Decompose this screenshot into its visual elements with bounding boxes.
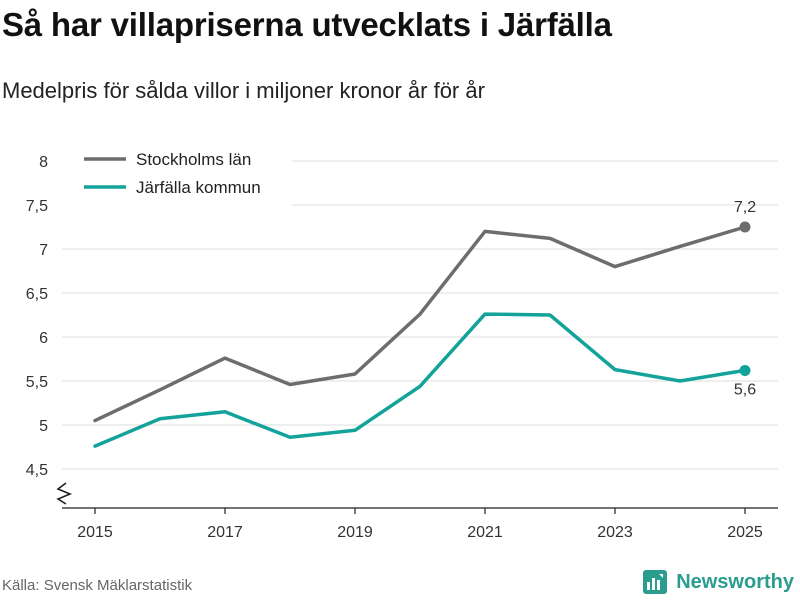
y-tick-label: 6 xyxy=(39,330,48,347)
x-tick-label: 2023 xyxy=(597,524,633,541)
y-tick-label: 7,5 xyxy=(26,198,48,215)
end-point-jarfalla xyxy=(739,364,751,376)
axis-break-icon xyxy=(56,482,73,505)
x-tick-label: 2015 xyxy=(77,524,113,541)
chart-title: Så har villapriserna utvecklats i Järfäl… xyxy=(2,6,612,43)
legend: Stockholms län Järfälla kommun xyxy=(60,143,292,207)
y-tick-label: 5 xyxy=(39,418,48,435)
y-tick-label: 7 xyxy=(39,242,48,259)
brand-name: Newsworthy xyxy=(676,570,794,593)
y-tick-label: 8 xyxy=(39,154,48,171)
newsworthy-logo-icon xyxy=(643,570,668,594)
end-label-stockholm: 7,2 xyxy=(734,199,756,216)
x-tick-label: 2017 xyxy=(207,524,243,541)
y-tick-label: 6,5 xyxy=(26,286,48,303)
x-tick-label: 2021 xyxy=(467,524,503,541)
legend-label-stockholm: Stockholms län xyxy=(136,150,251,169)
series-line-stockholm xyxy=(93,225,747,423)
y-tick-label: 4,5 xyxy=(26,462,48,479)
x-tick-label: 2025 xyxy=(727,524,763,541)
series-lines: 7,2 5,6 xyxy=(93,199,756,448)
end-point-stockholm xyxy=(739,221,751,233)
source-note: Källa: Svensk Mäklarstatistik xyxy=(2,577,193,594)
legend-label-jarfalla: Järfälla kommun xyxy=(136,178,261,197)
y-tick-label: 5,5 xyxy=(26,374,48,391)
series-line-jarfalla xyxy=(93,312,747,448)
legend-background xyxy=(60,143,292,207)
y-axis-ticks: 4,5 5 5,5 6 6,5 7 7,5 8 xyxy=(26,154,48,479)
end-label-jarfalla: 5,6 xyxy=(734,381,756,398)
x-axis xyxy=(56,482,778,509)
newsworthy-logo: Newsworthy xyxy=(642,569,794,595)
x-axis-ticks: 2015 2017 2019 2021 2023 2025 xyxy=(77,508,763,541)
x-tick-label: 2019 xyxy=(337,524,373,541)
chart-subtitle: Medelpris för sålda villor i miljoner kr… xyxy=(2,78,485,103)
